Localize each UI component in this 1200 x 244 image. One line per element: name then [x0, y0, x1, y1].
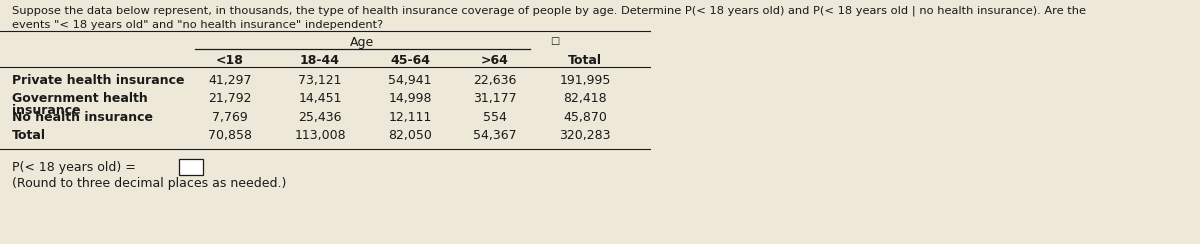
Text: Suppose the data below represent, in thousands, the type of health insurance cov: Suppose the data below represent, in tho…	[12, 6, 1086, 17]
Text: Government health: Government health	[12, 92, 148, 105]
Text: <18: <18	[216, 54, 244, 67]
Text: 113,008: 113,008	[294, 129, 346, 142]
Text: 14,451: 14,451	[299, 92, 342, 105]
Text: 25,436: 25,436	[299, 111, 342, 124]
Text: 73,121: 73,121	[299, 74, 342, 87]
Text: Private health insurance: Private health insurance	[12, 74, 185, 87]
FancyBboxPatch shape	[179, 159, 203, 175]
Text: insurance: insurance	[12, 103, 80, 116]
Text: 54,941: 54,941	[389, 74, 432, 87]
Text: 45-64: 45-64	[390, 54, 430, 67]
Text: 12,111: 12,111	[389, 111, 432, 124]
Text: 54,367: 54,367	[473, 129, 517, 142]
Text: >64: >64	[481, 54, 509, 67]
Text: P(< 18 years old) =: P(< 18 years old) =	[12, 161, 136, 174]
Text: 22,636: 22,636	[473, 74, 517, 87]
Text: 14,998: 14,998	[389, 92, 432, 105]
Text: 191,995: 191,995	[559, 74, 611, 87]
Text: 41,297: 41,297	[209, 74, 252, 87]
Text: 18-44: 18-44	[300, 54, 340, 67]
Text: 21,792: 21,792	[209, 92, 252, 105]
Text: 45,870: 45,870	[563, 111, 607, 124]
Text: (Round to three decimal places as needed.): (Round to three decimal places as needed…	[12, 177, 287, 190]
Text: 82,050: 82,050	[388, 129, 432, 142]
Text: Total: Total	[568, 54, 602, 67]
Text: 320,283: 320,283	[559, 129, 611, 142]
Text: 31,177: 31,177	[473, 92, 517, 105]
Text: 70,858: 70,858	[208, 129, 252, 142]
Text: 554: 554	[484, 111, 506, 124]
Text: Total: Total	[12, 129, 46, 142]
Text: events "< 18 years old" and "no health insurance" independent?: events "< 18 years old" and "no health i…	[12, 20, 383, 30]
Text: 7,769: 7,769	[212, 111, 248, 124]
Text: No health insurance: No health insurance	[12, 111, 154, 124]
Text: □: □	[550, 36, 559, 46]
Text: 82,418: 82,418	[563, 92, 607, 105]
Text: Age: Age	[350, 36, 374, 49]
